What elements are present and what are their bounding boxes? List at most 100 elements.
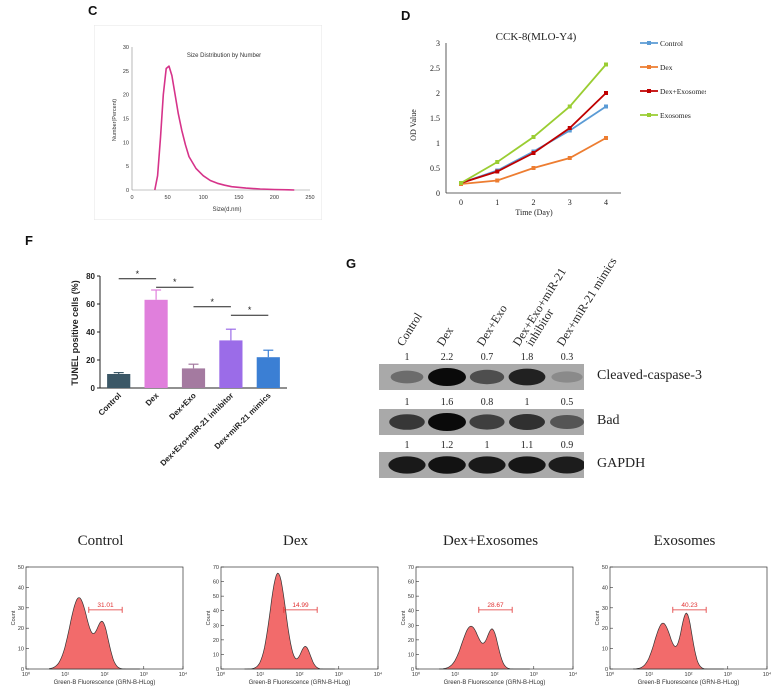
x-axis-label: Size(d.nm)	[212, 207, 241, 213]
y-tick-label: 20	[18, 626, 24, 632]
y-tick-label: 30	[123, 45, 129, 51]
lane-label: Dex	[434, 324, 456, 348]
y-tick-label: 0	[605, 667, 608, 673]
y-tick-label: 50	[602, 565, 608, 571]
x-tick-label: 10¹	[645, 672, 653, 678]
y-tick-label: 40	[18, 585, 24, 591]
y-tick-label: 10	[408, 652, 414, 658]
band-value: 0.8	[480, 397, 494, 408]
band-value: 1	[404, 397, 410, 408]
x-tick-label: 150	[234, 195, 243, 201]
y-tick-label: 5	[126, 164, 129, 170]
legend-label: Dex	[660, 63, 673, 72]
y-tick-label: 30	[602, 606, 608, 612]
x-tick-label: 10¹	[256, 672, 264, 678]
band-value: 1	[524, 397, 530, 408]
y-tick-label: 70	[408, 565, 414, 571]
bar	[107, 374, 131, 388]
band-value: 1.8	[520, 352, 534, 363]
y-axis-label: Count	[206, 610, 212, 625]
y-tick-label: 30	[213, 623, 219, 629]
x-axis-label: Green-B Fluorescence (GRN-B-HLog)	[444, 680, 546, 686]
x-tick-label: Dex	[144, 391, 161, 408]
y-tick-label: 3	[436, 39, 440, 48]
size-distribution-chart: Size Distribution by Number 0 50 100 150 200…	[94, 25, 322, 220]
blot-band	[508, 368, 546, 386]
blot-row-label: Bad	[597, 413, 620, 428]
legend-marker	[647, 113, 651, 117]
y-axis-label: Count	[11, 610, 17, 625]
x-tick-label: 10⁴	[374, 671, 383, 678]
series-point	[531, 135, 536, 139]
lane-label: Dex+Exo	[474, 302, 510, 349]
x-tick-label: 10²	[685, 672, 693, 678]
x-tick-label: 0	[130, 195, 133, 201]
x-tick-label: 2	[532, 198, 536, 207]
x-tick-label: 10³	[530, 672, 538, 678]
x-axis-label: Green-B Fluorescence (GRN-B-HLog)	[249, 680, 351, 686]
x-tick-label: 10²	[491, 672, 499, 678]
chart-title: Size Distribution by Number	[187, 53, 261, 59]
y-tick-label: 30	[18, 606, 24, 612]
x-tick-label: 3	[568, 198, 572, 207]
legend-marker	[647, 65, 651, 69]
histogram-area	[244, 572, 335, 670]
band-value: 1	[404, 352, 410, 363]
x-tick-label: 10¹	[451, 672, 459, 678]
bar	[181, 368, 206, 388]
blot-strip-bad	[379, 409, 584, 435]
blot-band	[390, 370, 424, 384]
blot-band	[468, 456, 506, 474]
y-tick-label: 50	[18, 565, 24, 571]
blot-band	[508, 456, 546, 474]
panel-letter-g: G	[346, 256, 357, 271]
x-tick-label: 10⁰	[217, 671, 226, 678]
cck8-chart: CCK-8(MLO-Y4) OD Value Time (Day) 0 1 2 3 4 0…	[409, 31, 706, 217]
y-tick-label: 80	[86, 272, 95, 281]
x-tick-label: 10²	[101, 672, 109, 678]
y-tick-label: 40	[86, 328, 95, 337]
y-tick-label: 20	[86, 356, 95, 365]
size-distribution-line	[154, 65, 295, 191]
series-point	[531, 166, 536, 170]
y-tick-label: 10	[213, 652, 219, 658]
significance-star: *	[248, 305, 252, 315]
y-axis-label: Count	[595, 610, 601, 625]
series-point	[495, 178, 500, 183]
series-point	[604, 104, 608, 109]
series-point	[459, 181, 463, 185]
band-value: 0.3	[560, 352, 574, 363]
x-tick-label: 250	[305, 195, 314, 201]
gate-percentage: 40.23	[681, 602, 698, 609]
flow-plot-title: Dex	[283, 533, 308, 549]
y-tick-label: 20	[408, 638, 414, 644]
x-axis-label: Green-B Fluorescence (GRN-B-HLog)	[54, 680, 156, 686]
blot-band	[550, 415, 584, 429]
gate-percentage: 14.99	[292, 602, 309, 609]
y-axis-label: Number(Percent)	[112, 99, 118, 141]
series-point	[567, 128, 572, 133]
series-line-0	[460, 105, 607, 184]
band-value: 0.9	[560, 440, 574, 451]
legend-label: Control	[660, 39, 683, 48]
series-point	[604, 62, 608, 67]
y-tick-label: 60	[86, 300, 95, 309]
blot-row-label: Cleaved-caspase-3	[597, 368, 702, 383]
x-tick-label: 10²	[296, 672, 304, 678]
x-tick-label: 50	[165, 195, 171, 201]
series-point	[495, 160, 500, 164]
x-tick-label: 1	[495, 198, 499, 207]
flow-plot-title: Dex+Exosomes	[442, 533, 539, 549]
blot-band	[551, 371, 583, 383]
significance-star: *	[173, 277, 177, 287]
significance-star: *	[210, 297, 214, 307]
y-axis-label: OD Value	[409, 109, 418, 141]
band-value: 1.1	[520, 440, 534, 451]
x-tick-label: 10³	[140, 672, 148, 678]
legend-label: Dex+Exosomes	[660, 87, 706, 96]
y-tick-label: 60	[408, 580, 414, 586]
series-line-1	[460, 137, 607, 185]
y-tick-label: 70	[213, 565, 219, 571]
panel-letter-c: C	[88, 3, 98, 18]
band-value: 2.2	[440, 352, 454, 363]
